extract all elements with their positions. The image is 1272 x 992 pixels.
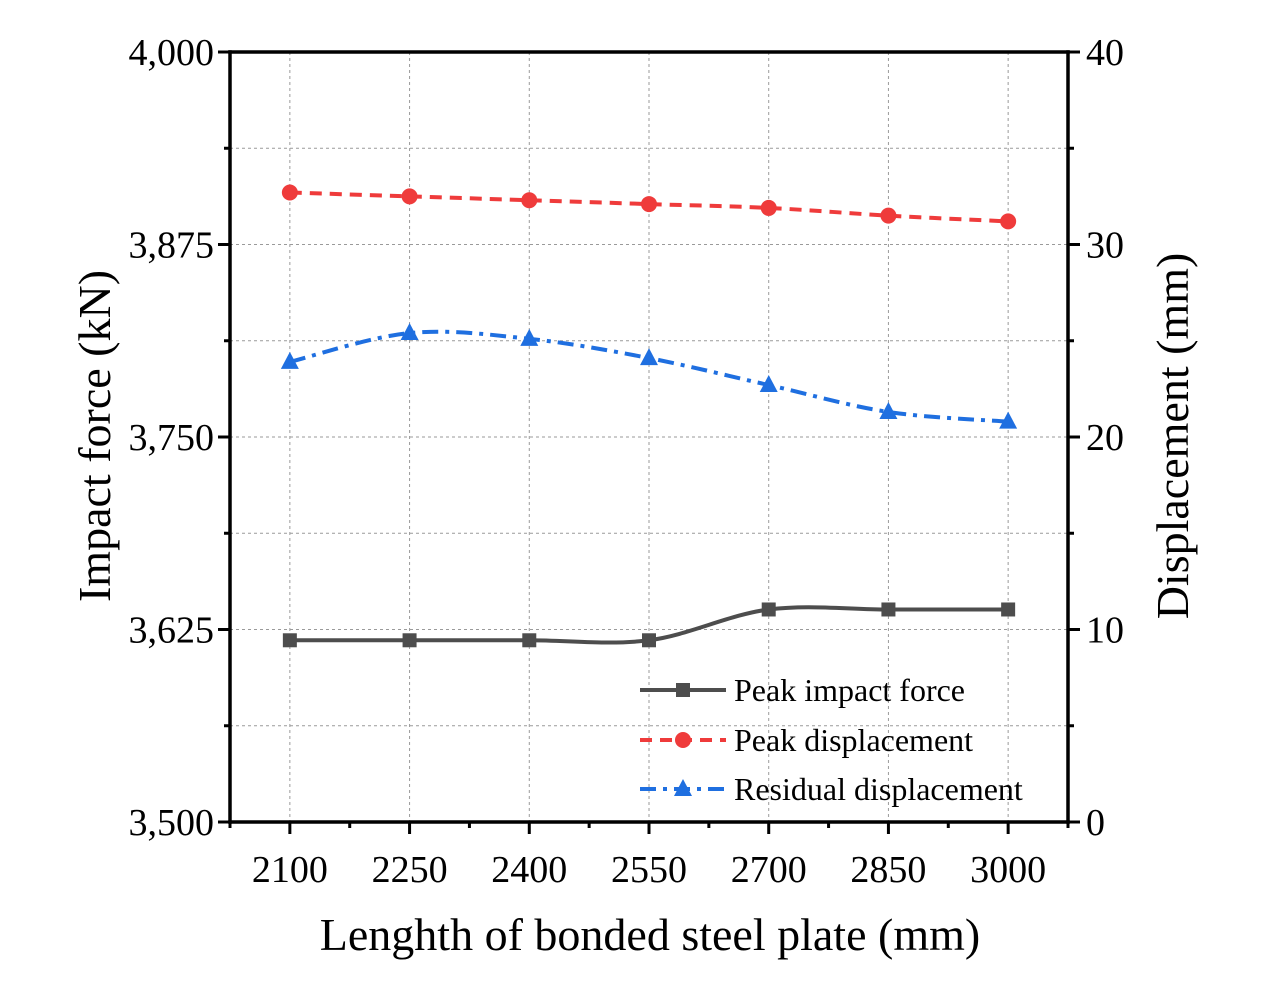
data-point-residual-displacement-2550 [640, 348, 658, 366]
series-layer [280, 184, 1018, 648]
legend-marker-shape-peak-displacement [675, 732, 691, 748]
y-left-axis-title: Impact force (kN) [69, 270, 120, 602]
data-point-residual-displacement-2100 [280, 351, 299, 369]
ticks: 2100 2250 2400 2550 2700 2850 3000 3,500 3,625 3,… [129, 32, 1125, 891]
y-right-tick-label: 20 [1086, 417, 1124, 459]
data-point-peak-displacement-2850 [880, 207, 897, 224]
data-point-residual-displacement-2250 [400, 323, 419, 341]
legend-label-peak-displacement: Peak displacement [734, 722, 973, 758]
data-point-peak-displacement-3000 [1000, 213, 1017, 230]
legend-item-peak-impact-force: Peak impact force [640, 672, 965, 708]
data-point-residual-displacement-2850 [879, 401, 898, 419]
data-point-peak-displacement-2250 [401, 188, 418, 205]
grid [230, 52, 1068, 822]
x-tick-label: 2850 [850, 849, 926, 891]
y-right-tick-label: 40 [1086, 32, 1124, 74]
legend-item-residual-displacement: Residual displacement [640, 771, 1023, 807]
y-left-tick-label: 3,625 [129, 610, 215, 652]
data-point-peak-displacement-2400 [521, 192, 538, 209]
data-point-residual-displacement-3000 [999, 411, 1018, 429]
data-point-peak-impact-force-2100 [282, 633, 297, 648]
y-left-tick-label: 3,750 [129, 417, 215, 459]
legend-label-peak-impact-force: Peak impact force [734, 672, 965, 708]
y-left-tick-label: 3,875 [129, 225, 215, 267]
data-point-peak-impact-force-2700 [761, 602, 776, 617]
legend-item-peak-displacement: Peak displacement [640, 722, 973, 758]
data-point-peak-displacement-2700 [760, 199, 777, 216]
y-right-tick-label: 10 [1086, 610, 1124, 652]
y-right-tick-label: 0 [1086, 802, 1105, 844]
data-point-peak-impact-force-3000 [1001, 602, 1016, 617]
x-tick-label: 2550 [611, 849, 687, 891]
y-right-axis-title: Displacement (mm) [1147, 253, 1198, 620]
legend-marker-shape-peak-impact-force [676, 683, 690, 697]
data-point-peak-displacement-2550 [641, 196, 657, 213]
legend-marker-residual-displacement [674, 779, 692, 796]
x-tick-label: 3000 [970, 849, 1046, 891]
data-point-peak-impact-force-2850 [881, 602, 896, 617]
x-tick-label: 2100 [252, 849, 328, 891]
x-axis-title: Lenghth of bonded steel plate (mm) [320, 909, 980, 960]
data-point-peak-impact-force-2400 [522, 633, 537, 648]
y-left-tick-label: 4,000 [129, 32, 215, 74]
x-tick-label: 2700 [731, 849, 807, 891]
data-point-peak-displacement-2100 [281, 184, 298, 201]
legend-label-residual-displacement: Residual displacement [734, 771, 1023, 807]
y-right-tick-label: 30 [1086, 225, 1124, 267]
legend-marker-shape-residual-displacement [674, 779, 692, 796]
legend-marker-peak-displacement [675, 732, 691, 748]
legend-marker-peak-impact-force [676, 683, 690, 697]
y-left-tick-label: 3,500 [129, 802, 215, 844]
x-tick-label: 2400 [491, 849, 567, 891]
data-point-residual-displacement-2400 [520, 328, 539, 346]
data-point-peak-impact-force-2250 [402, 633, 417, 648]
legend: Peak impact force Peak displacement Resi… [640, 672, 1023, 807]
data-point-peak-impact-force-2550 [642, 633, 656, 648]
x-tick-label: 2250 [372, 849, 448, 891]
data-point-residual-displacement-2700 [759, 375, 778, 393]
